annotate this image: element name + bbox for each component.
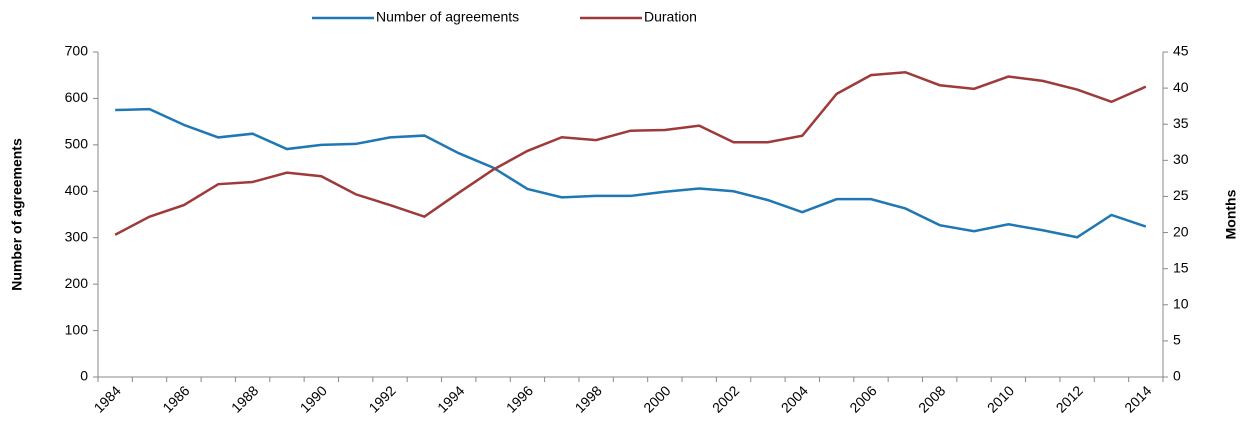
- x-tick-label: 2002: [709, 382, 742, 415]
- x-tick-label: 1984: [91, 382, 124, 415]
- y-tick-label: 400: [65, 182, 89, 198]
- x-tick-label: 2010: [984, 382, 1017, 415]
- legend-label: Duration: [644, 9, 697, 25]
- y-tick-label: 0: [80, 368, 88, 384]
- series-line: [115, 107, 1147, 239]
- y2-tick-label: 0: [1173, 368, 1181, 384]
- y-tick-label: 500: [65, 136, 89, 152]
- series-line: [114, 70, 1147, 236]
- x-tick-label: 2004: [778, 382, 811, 415]
- y2-tick-label: 25: [1173, 187, 1189, 203]
- y-tick-label: 300: [65, 228, 89, 244]
- x-tick-label: 1998: [572, 382, 605, 415]
- x-tick-label: 1996: [503, 382, 536, 415]
- y-tick-label: 200: [65, 275, 89, 291]
- x-tick-label: 1988: [228, 382, 261, 415]
- x-tick-label: 1990: [297, 382, 330, 415]
- y2-tick-label: 35: [1173, 115, 1189, 131]
- y2-tick-label: 5: [1173, 332, 1181, 348]
- y2-axis-title: Months: [1223, 189, 1239, 239]
- y2-tick-label: 45: [1173, 43, 1189, 59]
- x-tick-label: 1994: [434, 382, 467, 415]
- x-tick-label: 2000: [640, 382, 673, 415]
- x-tick-label: 2012: [1053, 382, 1086, 415]
- x-tick-label: 2008: [915, 382, 948, 415]
- y2-tick-label: 10: [1173, 295, 1189, 311]
- y-tick-label: 700: [65, 43, 89, 59]
- x-tick-label: 1986: [159, 382, 192, 415]
- legend-label: Number of agreements: [376, 9, 519, 25]
- y2-tick-label: 40: [1173, 79, 1189, 95]
- x-tick-label: 2006: [846, 382, 879, 415]
- y2-tick-label: 20: [1173, 223, 1189, 239]
- y2-tick-label: 30: [1173, 151, 1189, 167]
- x-tick-label: 2014: [1121, 382, 1154, 415]
- y-tick-label: 600: [65, 89, 89, 105]
- x-tick-label: 1992: [365, 382, 398, 415]
- y-tick-label: 100: [65, 321, 89, 337]
- y2-tick-label: 15: [1173, 259, 1189, 275]
- y-axis-title: Number of agreements: [9, 138, 25, 291]
